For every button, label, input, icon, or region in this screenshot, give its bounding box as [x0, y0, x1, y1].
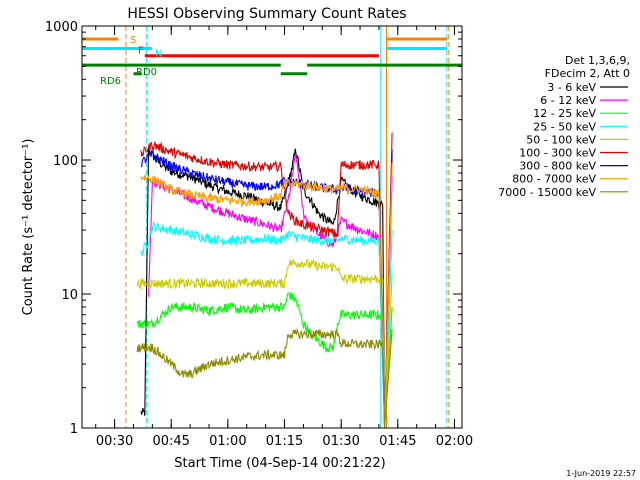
legend-entry-3: 25 - 50 keV	[533, 120, 596, 133]
series-line-2	[136, 292, 393, 428]
series-line-8	[136, 328, 393, 428]
footer-date: 1-Jun-2019 22:57	[566, 469, 636, 478]
x-tick-label-3: 01:15	[266, 434, 303, 449]
x-tick-label-0: 00:30	[96, 434, 133, 449]
flag-label-2: F	[138, 46, 144, 57]
axes: 1 10 100 1000 00:30 00:45 01:00 01:15 01:30 01:45…	[45, 20, 473, 449]
legend-entry-4: 50 - 100 keV	[526, 133, 596, 146]
series-line-6	[140, 149, 393, 428]
x-tick-label-5: 01:45	[379, 434, 416, 449]
flag-label-3: RD0	[136, 67, 157, 78]
chart-title: HESSI Observing Summary Count Rates	[127, 6, 406, 22]
flag-label-4: RD6	[100, 76, 121, 87]
legend-entry-2: 12 - 25 keV	[533, 107, 596, 120]
series-line-5	[140, 132, 393, 428]
y-tick-label-2: 100	[53, 154, 78, 169]
x-axis-label: Start Time (04-Sep-14 00:21:22)	[174, 456, 385, 471]
legend-entry-5: 100 - 300 keV	[519, 147, 596, 160]
x-tick-label-1: 00:45	[152, 434, 189, 449]
y-tick-label-0: 1	[70, 422, 78, 437]
legend-entry-7: 800 - 7000 keV	[512, 173, 596, 186]
legend-entry-6: 300 - 800 keV	[519, 160, 596, 173]
flag-label-1: N	[155, 48, 162, 59]
series-group	[82, 26, 462, 428]
series-line-3	[140, 220, 393, 428]
flag-label-0: S	[130, 35, 136, 46]
x-tick-label-6: 02:00	[436, 434, 473, 449]
y-axis-label: Count Rate (s⁻¹ detector⁻¹)	[21, 139, 36, 316]
legend-entry-1: 6 - 12 keV	[540, 94, 596, 107]
y-tick-label-1: 10	[61, 288, 78, 303]
series-line-1	[148, 154, 393, 428]
legend-entry-0: 3 - 6 keV	[547, 81, 596, 94]
legend-entry-8: 7000 - 15000 keV	[498, 186, 596, 199]
legend-header-0: Det 1,3,6,9,	[565, 54, 630, 67]
x-tick-label-4: 01:30	[322, 434, 359, 449]
plot-area: S NF RD0 RD6	[82, 26, 462, 428]
plot-frame	[81, 25, 463, 429]
legend-header-1: FDecim 2, Att 0	[545, 67, 630, 80]
x-tick-label-2: 01:00	[209, 434, 246, 449]
series-line-7	[140, 162, 393, 428]
series-line-4	[136, 258, 393, 428]
y-tick-label-3: 1000	[45, 20, 78, 35]
